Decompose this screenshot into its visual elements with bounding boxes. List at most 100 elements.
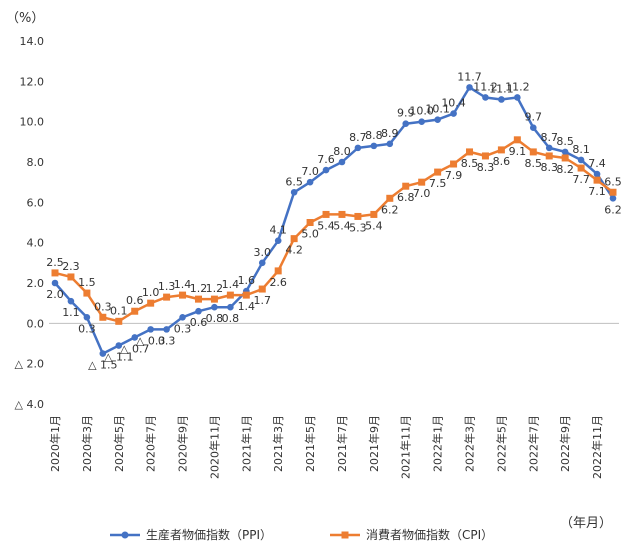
x-tick-label: 2020年3月	[80, 415, 94, 472]
data-label-cpi: 8.5	[525, 157, 543, 170]
data-point-ppi	[609, 195, 617, 202]
data-point-cpi	[322, 210, 330, 218]
x-tick-label: 2021年7月	[335, 415, 349, 472]
data-label-ppi: 8.5	[556, 135, 574, 148]
data-label-ppi: 4.1	[269, 224, 287, 237]
x-tick-label: 2020年7月	[144, 415, 158, 472]
data-label-ppi: 6.2	[604, 203, 622, 216]
data-label-ppi: △ 1.1	[104, 351, 133, 364]
x-tick-label: 2022年7月	[526, 415, 540, 472]
data-point-cpi	[83, 289, 91, 297]
data-label-cpi: 6.8	[397, 191, 415, 204]
y-tick-label: 2.0	[27, 277, 45, 290]
data-label-ppi: 0.8	[206, 312, 224, 325]
x-tick-label: 2022年11月	[590, 415, 604, 479]
y-tick-label: 4.0	[27, 237, 45, 250]
data-point-ppi	[179, 313, 186, 321]
legend-marker-ppi	[121, 531, 129, 539]
data-label-ppi: 8.7	[540, 131, 558, 144]
data-label-ppi: △ 1.5	[88, 359, 117, 372]
data-label-ppi: 11.1	[489, 82, 514, 95]
y-tick-label: △ 4.0	[15, 398, 44, 411]
x-axis-unit-label: （年月）	[560, 516, 612, 531]
data-point-cpi	[434, 168, 442, 176]
data-label-ppi: 6.5	[285, 175, 303, 188]
x-tick-label: 2022年3月	[463, 415, 477, 472]
data-label-ppi: 7.4	[588, 157, 606, 170]
data-point-cpi	[481, 152, 489, 160]
data-point-ppi	[386, 140, 394, 148]
y-axis-ticks: 14.0 12.0 10.0 8.0 6.0 4.0 2.0 0.0 △ 2.0 △ 4.0	[15, 35, 44, 411]
data-point-ppi	[545, 144, 553, 152]
data-point-ppi	[115, 342, 123, 349]
x-tick-label: 2022年9月	[558, 415, 572, 472]
x-axis-ticks: 2020年1月 2020年3月 2020年5月 2020年7月 2020年9月 2020年…	[48, 415, 604, 479]
data-label-cpi: 1.3	[158, 280, 176, 293]
data-point-cpi	[370, 210, 378, 218]
data-point-cpi	[226, 291, 234, 299]
data-label-ppi: 9.7	[525, 111, 543, 124]
data-point-ppi	[83, 313, 91, 321]
data-label-ppi: 0.3	[158, 334, 176, 347]
data-point-cpi	[131, 307, 139, 315]
data-label-cpi: 2.3	[62, 260, 80, 273]
x-tick-label: 2020年9月	[176, 415, 190, 472]
data-label-ppi: 11.2	[505, 80, 530, 93]
data-label-cpi: 8.2	[556, 163, 574, 176]
data-label-cpi: 1.2	[190, 282, 208, 295]
legend-label-ppi: 生産者物価指数（PPI）	[146, 527, 272, 542]
data-label-cpi: 0.1	[110, 304, 128, 317]
data-point-ppi	[211, 303, 218, 311]
data-label-ppi: 11.2	[473, 80, 498, 93]
data-label-ppi: 1.1	[62, 306, 80, 319]
data-point-cpi	[115, 317, 123, 325]
x-tick-label: 2021年3月	[271, 415, 285, 472]
data-label-ppi: 2.0	[46, 288, 64, 301]
legend-marker-cpi	[341, 531, 349, 539]
data-label-cpi: 7.5	[429, 177, 447, 190]
data-label-ppi: 7.0	[301, 165, 319, 178]
data-label-ppi: △ 0.7	[120, 342, 149, 355]
data-label-cpi: 0.6	[126, 294, 144, 307]
data-point-cpi	[513, 136, 521, 144]
data-label-ppi: 0.3	[78, 322, 96, 335]
data-point-cpi	[338, 210, 346, 218]
data-label-ppi: 11.7	[457, 70, 482, 83]
x-tick-label: 2021年1月	[239, 415, 253, 472]
data-point-ppi	[514, 94, 521, 101]
data-label-ppi: 8.8	[365, 129, 383, 142]
data-point-ppi	[450, 110, 457, 117]
data-label-cpi: 2.5	[46, 256, 64, 269]
data-point-ppi	[593, 170, 601, 178]
data-point-ppi	[131, 334, 139, 341]
x-tick-label: 2021年5月	[303, 415, 317, 472]
data-label-cpi: 1.7	[254, 294, 272, 307]
data-point-ppi	[466, 84, 473, 91]
data-label-ppi: 8.7	[349, 131, 367, 144]
data-point-ppi	[163, 326, 170, 333]
data-label-cpi: 1.4	[222, 278, 240, 291]
data-label-cpi: 4.2	[285, 244, 303, 257]
data-label-ppi: 10.0	[409, 105, 434, 118]
x-tick-label: 2022年5月	[494, 415, 508, 472]
data-point-ppi	[258, 259, 266, 267]
data-label-cpi: 1.2	[206, 282, 224, 295]
data-label-cpi: 5.3	[349, 221, 367, 234]
x-tick-label: 2020年1月	[48, 415, 62, 472]
data-label-ppi: 10.1	[425, 103, 450, 116]
data-label-cpi: 5.4	[365, 219, 383, 232]
data-point-cpi	[99, 313, 107, 321]
data-label-cpi: 7.0	[413, 187, 431, 200]
data-label-ppi: 0.3	[174, 322, 192, 335]
data-label-cpi: 8.3	[477, 161, 495, 174]
data-label-cpi: 1.0	[142, 286, 160, 299]
data-label-cpi: 5.0	[301, 228, 319, 241]
data-point-cpi	[418, 178, 426, 186]
data-point-ppi	[195, 307, 202, 315]
data-label-ppi: 8.1	[572, 143, 590, 156]
legend: 生産者物価指数（PPI） 消費者物価指数（CPI）	[110, 527, 493, 542]
data-point-ppi	[482, 94, 489, 101]
data-labels: 2.0 2.5 1.1 2.3 0.3 1.5 △ 1.5 0.3 △ 1.1 0.1 △ 0.7 0…	[46, 70, 622, 371]
data-label-cpi: 7.9	[445, 169, 463, 182]
